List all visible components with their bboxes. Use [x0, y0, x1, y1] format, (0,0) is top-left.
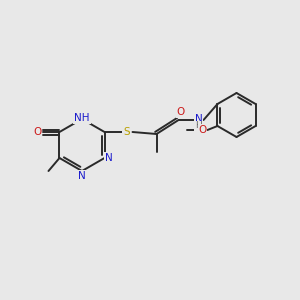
Text: N: N [195, 114, 203, 124]
Text: H: H [195, 122, 202, 130]
Text: N: N [78, 171, 86, 181]
Text: O: O [198, 125, 207, 135]
Text: O: O [176, 107, 184, 117]
Text: O: O [33, 127, 42, 137]
Text: S: S [123, 127, 130, 137]
Text: N: N [105, 153, 112, 163]
Text: NH: NH [74, 113, 90, 123]
